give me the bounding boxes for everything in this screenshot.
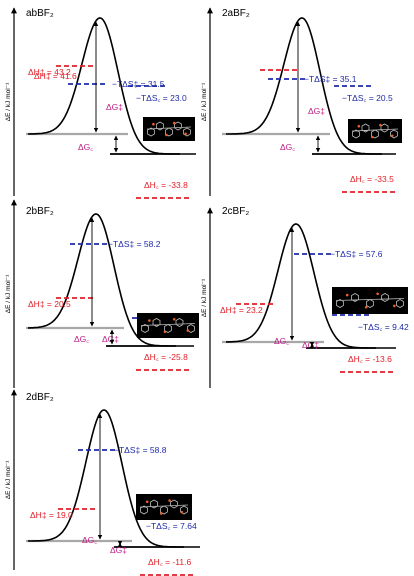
panel-title: 2bBF₂ (26, 206, 54, 217)
panel-3: 2bBF₂ ΔE / kJ mol⁻¹ ΔH‡ = 20.5 −TΔS‡ = 58.2… (5, 199, 199, 388)
activation-energy-label: ΔG‡ (308, 106, 325, 116)
molecule-structure-image (143, 117, 195, 141)
enthalpy-ts-label: ΔH‡ = 20.5 (28, 299, 71, 309)
energy-profile-curve (28, 17, 196, 155)
entropy-complex-label: −TΔS꜀ = 9.42 (358, 322, 409, 332)
panel-2: 2aBF₂ ΔE / kJ mol⁻¹ ΔH‡ = 41.6 −TΔS‡ = 35.1… (34, 7, 402, 196)
entropy-ts-label: −TΔS‡ = 58.2 (108, 239, 161, 249)
entropy-complex-label: −TΔS꜀ = 7.64 (146, 521, 197, 531)
complexation-energy-label: ΔG꜀ (274, 336, 289, 346)
axis-label: ΔE / kJ mol⁻¹ (5, 82, 12, 121)
panel-title: 2cBF₂ (222, 206, 249, 217)
enthalpy-ts-label: ΔH‡ = 41.6 (34, 71, 77, 81)
activation-energy-label: ΔG‡ (110, 545, 127, 555)
entropy-ts-label: −TΔS‡ = 31.5 (112, 79, 165, 89)
entropy-complex-label: −TΔS꜀ = 20.5 (342, 93, 393, 103)
enthalpy-complex-label: ΔH꜀ = -33.5 (350, 174, 394, 184)
panel-4: 2cBF₂ ΔE / kJ mol⁻¹ ΔH‡ = 23.2 −TΔS‡ = 57.6… (201, 206, 409, 388)
activation-energy-label: ΔG‡ (302, 340, 319, 350)
energy-profile-curve (28, 213, 194, 347)
enthalpy-complex-label: ΔH꜀ = -33.8 (144, 180, 188, 190)
axis-label: ΔE / kJ mol⁻¹ (201, 82, 208, 121)
axis-label: ΔE / kJ mol⁻¹ (5, 460, 12, 499)
panel-title: abBF₂ (26, 8, 54, 19)
enthalpy-ts-label: ΔH‡ = 23.2 (220, 305, 263, 315)
enthalpy-complex-label: ΔH꜀ = -13.6 (348, 354, 392, 364)
entropy-ts-label: −TΔS‡ = 35.1 (304, 74, 357, 84)
enthalpy-complex-label: ΔH꜀ = -25.8 (144, 352, 188, 362)
activation-energy-label: ΔG‡ (106, 102, 123, 112)
entropy-ts-label: −TΔS‡ = 58.8 (114, 445, 167, 455)
panel-title: 2dBF₂ (26, 392, 54, 403)
enthalpy-ts-label: ΔH‡ = 19.0 (30, 510, 73, 520)
complexation-energy-label: ΔG꜀ (74, 334, 89, 344)
energy-profile-curve (226, 17, 396, 155)
molecule-structure-image (348, 119, 402, 143)
enthalpy-complex-label: ΔH꜀ = -11.6 (148, 557, 191, 567)
activation-energy-label: ΔG‡ (102, 334, 119, 344)
energy-profile-curve (226, 223, 396, 349)
panel-title: 2aBF₂ (222, 8, 250, 19)
panel-5: 2dBF₂ ΔE / kJ mol⁻¹ ΔH‡ = 19.0 −TΔS‡ = 58.8… (5, 389, 200, 576)
complexation-energy-label: ΔG꜀ (280, 142, 295, 152)
molecule-structure-image (332, 287, 408, 314)
complexation-energy-label: ΔG꜀ (82, 535, 97, 545)
axis-label: ΔE / kJ mol⁻¹ (201, 278, 208, 317)
energy-profile-curve (28, 409, 200, 548)
entropy-ts-label: −TΔS‡ = 57.6 (330, 249, 383, 259)
enthalpy-ts-label: ΔH‡ = 43.2 (28, 67, 71, 77)
molecule-structure-image (137, 313, 199, 338)
entropy-complex-label: −TΔS꜀ = 23.0 (136, 93, 187, 103)
axis-label: ΔE / kJ mol⁻¹ (5, 274, 12, 313)
molecule-structure-image (136, 494, 192, 520)
complexation-energy-label: ΔG꜀ (78, 142, 93, 152)
panel-1: abBF₂ ΔE / kJ mol⁻¹ ΔH‡ = 43.2 −TΔS‡ = 31.5… (5, 7, 196, 199)
